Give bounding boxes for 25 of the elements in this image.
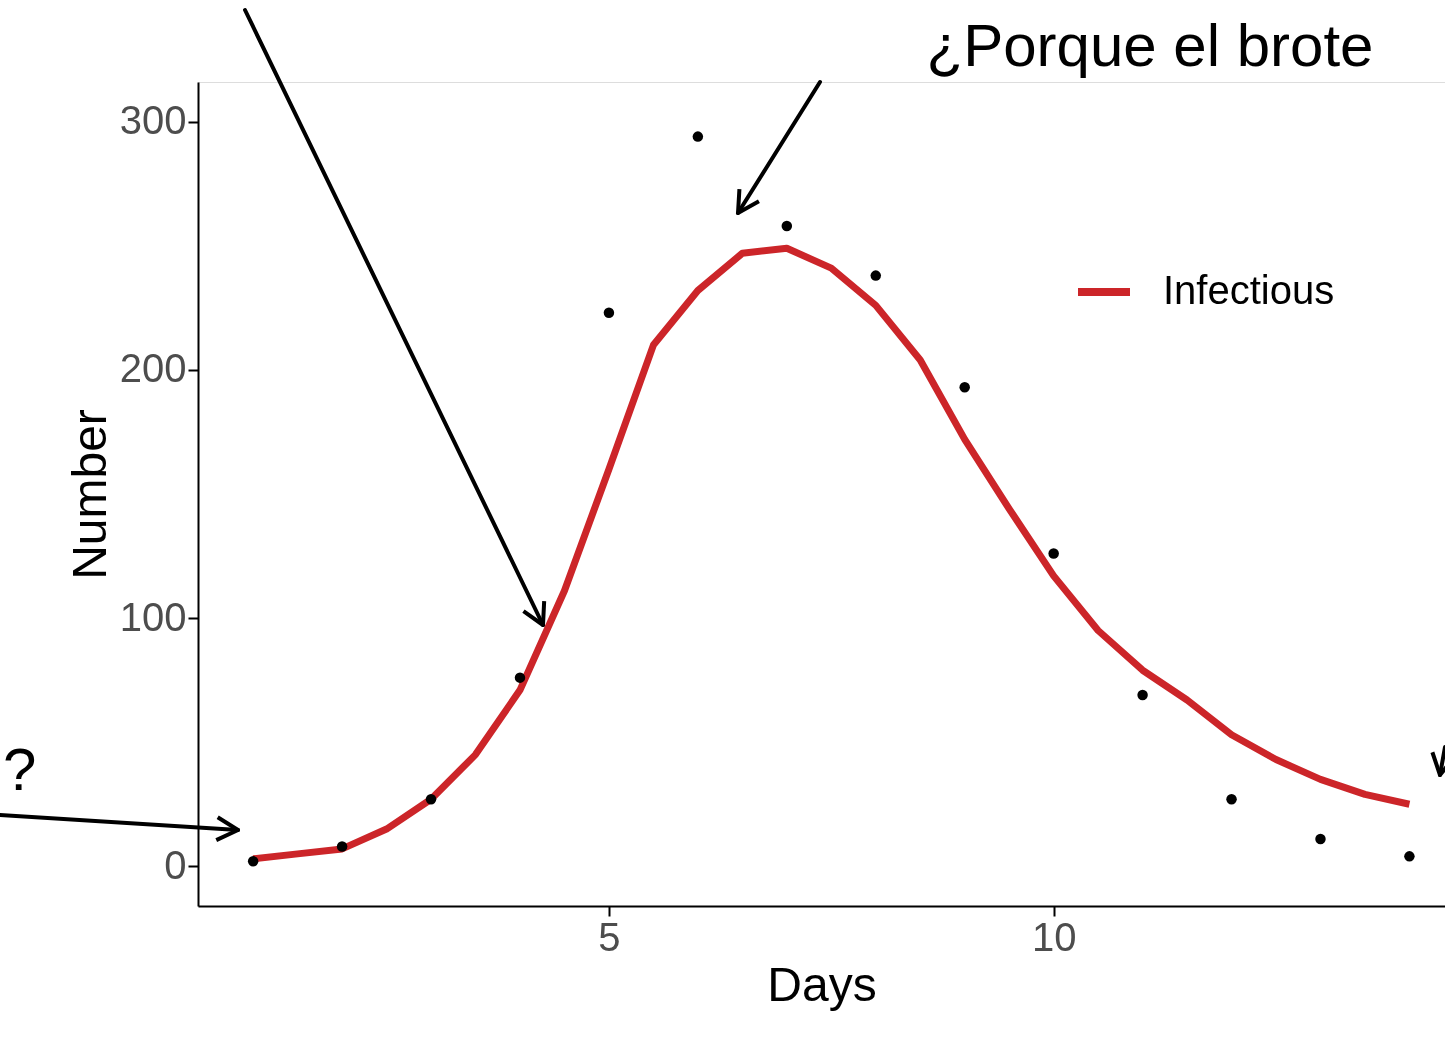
point <box>247 856 259 867</box>
y-tick-label: 0 <box>164 842 187 887</box>
point <box>1404 851 1415 862</box>
point <box>959 382 970 393</box>
text: ¿Porque el brote <box>926 12 1374 79</box>
legend-label: Infectious <box>1163 268 1335 312</box>
point <box>781 220 793 232</box>
point <box>1137 689 1148 701</box>
x-axis-title: Days <box>767 957 877 1011</box>
point <box>692 131 704 142</box>
text: ? <box>3 736 37 803</box>
y-axis-title: Number <box>62 409 116 580</box>
point <box>603 307 615 319</box>
point <box>1048 548 1059 559</box>
y-tick-label: 300 <box>119 98 187 143</box>
point <box>1226 794 1237 805</box>
y-tick-label: 100 <box>119 594 187 639</box>
point <box>1315 833 1326 845</box>
y-tick-label: 200 <box>119 346 187 391</box>
point <box>870 270 881 281</box>
point <box>425 794 437 805</box>
x-tick-label: 5 <box>598 914 621 959</box>
point <box>336 841 348 852</box>
x-tick-label: 10 <box>1031 914 1077 959</box>
point <box>514 672 526 683</box>
